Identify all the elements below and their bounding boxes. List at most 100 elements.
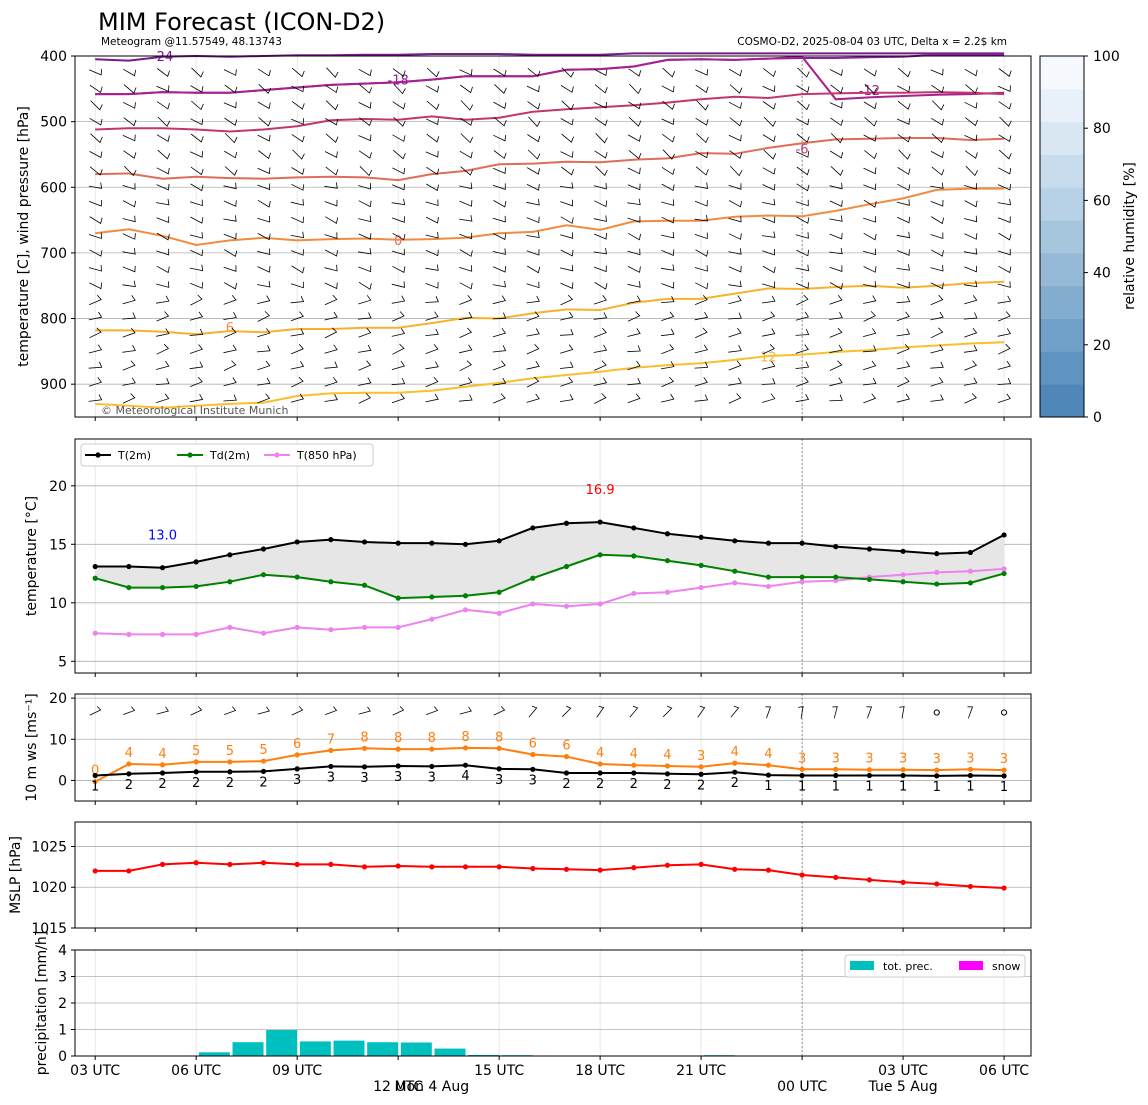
series-point — [92, 630, 98, 636]
wind-barb — [694, 294, 708, 305]
wind-barb — [661, 344, 675, 355]
wind-barb — [560, 216, 574, 224]
wind-barb — [426, 166, 440, 176]
wind-barb — [795, 377, 809, 387]
wind-barb — [795, 311, 810, 321]
precip-bar — [400, 1042, 432, 1056]
series-point — [361, 582, 368, 588]
wind-barb — [965, 117, 978, 127]
wind-barb — [122, 233, 136, 240]
wind-barb — [627, 281, 641, 288]
wind-barb — [930, 282, 944, 290]
series-point — [866, 576, 873, 583]
wind-barb — [392, 183, 405, 191]
wind-barb — [459, 377, 473, 387]
wind-barb — [997, 248, 1011, 256]
wind-barb — [291, 265, 305, 274]
series-point — [395, 763, 401, 769]
wind-barb — [392, 311, 405, 322]
wind-barb — [122, 183, 136, 190]
legend-marker — [187, 452, 193, 458]
wind-barb — [291, 376, 304, 388]
panel-upper-air: -24 -18 -12 -6 0 6 12 © Meteorological Institut… — [16, 49, 1138, 426]
colorbar-tick-label: 80 — [1093, 121, 1111, 137]
wind-barb — [829, 295, 843, 305]
series-point — [530, 766, 536, 772]
wind-barb — [325, 216, 339, 225]
wind-barb — [89, 68, 102, 76]
series-point — [1001, 570, 1007, 577]
wind-barb — [190, 706, 203, 716]
wind-barb — [997, 378, 1012, 385]
wind-barb — [897, 167, 911, 175]
precip-bar — [468, 1054, 500, 1056]
wind-barb — [728, 101, 742, 109]
series-point — [833, 544, 839, 550]
wind-barb — [661, 249, 675, 256]
y-tick-label: 500 — [40, 115, 67, 131]
wind-barb — [694, 344, 709, 354]
wind-barb — [897, 216, 910, 224]
wind-barb — [324, 361, 338, 369]
colorbar-band — [1040, 384, 1084, 418]
series-point — [462, 541, 469, 547]
wind-barb — [728, 295, 742, 305]
wind-barb — [88, 182, 103, 189]
series-point — [328, 747, 334, 753]
value-label: 4 — [663, 748, 671, 763]
wind-barb — [257, 68, 271, 77]
wind-barb — [324, 249, 338, 257]
wind-barb — [425, 376, 439, 388]
series-point — [530, 865, 536, 872]
x-tick-label: 09 UTC — [272, 1063, 322, 1079]
precip-bar — [333, 1040, 365, 1056]
wind-barb — [560, 151, 574, 158]
wind-barb — [560, 85, 574, 93]
wind-barb — [866, 706, 873, 719]
wind-barb — [292, 149, 305, 160]
wind-barb — [593, 327, 607, 338]
wind-barb — [661, 216, 675, 224]
series-point — [866, 767, 873, 773]
value-label: 4 — [630, 747, 638, 762]
series-point — [193, 769, 199, 775]
wind-barb — [122, 360, 136, 371]
wind-barb — [156, 343, 170, 355]
series-point — [631, 553, 637, 559]
wind-barb — [393, 116, 406, 127]
wind-barb — [88, 377, 103, 387]
wind-barb — [459, 265, 473, 272]
wind-barb — [560, 294, 574, 306]
wind-barb — [156, 198, 170, 206]
wind-barb — [459, 249, 473, 257]
wind-barb — [358, 102, 372, 109]
y-tick-label: 0 — [58, 773, 67, 789]
wind-barb — [594, 117, 608, 127]
wind-barb — [460, 100, 474, 111]
wind-barb — [425, 328, 439, 336]
wind-barb — [224, 166, 238, 176]
wind-barb — [560, 232, 574, 239]
wind-barb — [897, 67, 911, 78]
series-point — [698, 764, 704, 770]
series-point — [260, 630, 267, 636]
wind-barb — [862, 377, 877, 386]
wind-barb — [930, 327, 944, 339]
wind-barb — [661, 231, 675, 239]
value-label: 7 — [327, 732, 335, 747]
series-point — [361, 764, 368, 770]
series-point — [597, 601, 603, 607]
wind-barb — [492, 183, 506, 190]
wind-barb — [728, 215, 742, 223]
wind-barb — [728, 280, 742, 288]
series-point — [92, 779, 98, 785]
wind-barb — [425, 344, 439, 354]
wind-barb — [660, 296, 675, 303]
wind-barb — [459, 215, 473, 222]
wind-barb — [223, 200, 237, 207]
wind-barb — [930, 294, 944, 306]
wind-barb — [931, 84, 945, 94]
wind-barb — [964, 68, 978, 77]
series-point — [934, 881, 940, 887]
wind-barb — [258, 84, 272, 94]
